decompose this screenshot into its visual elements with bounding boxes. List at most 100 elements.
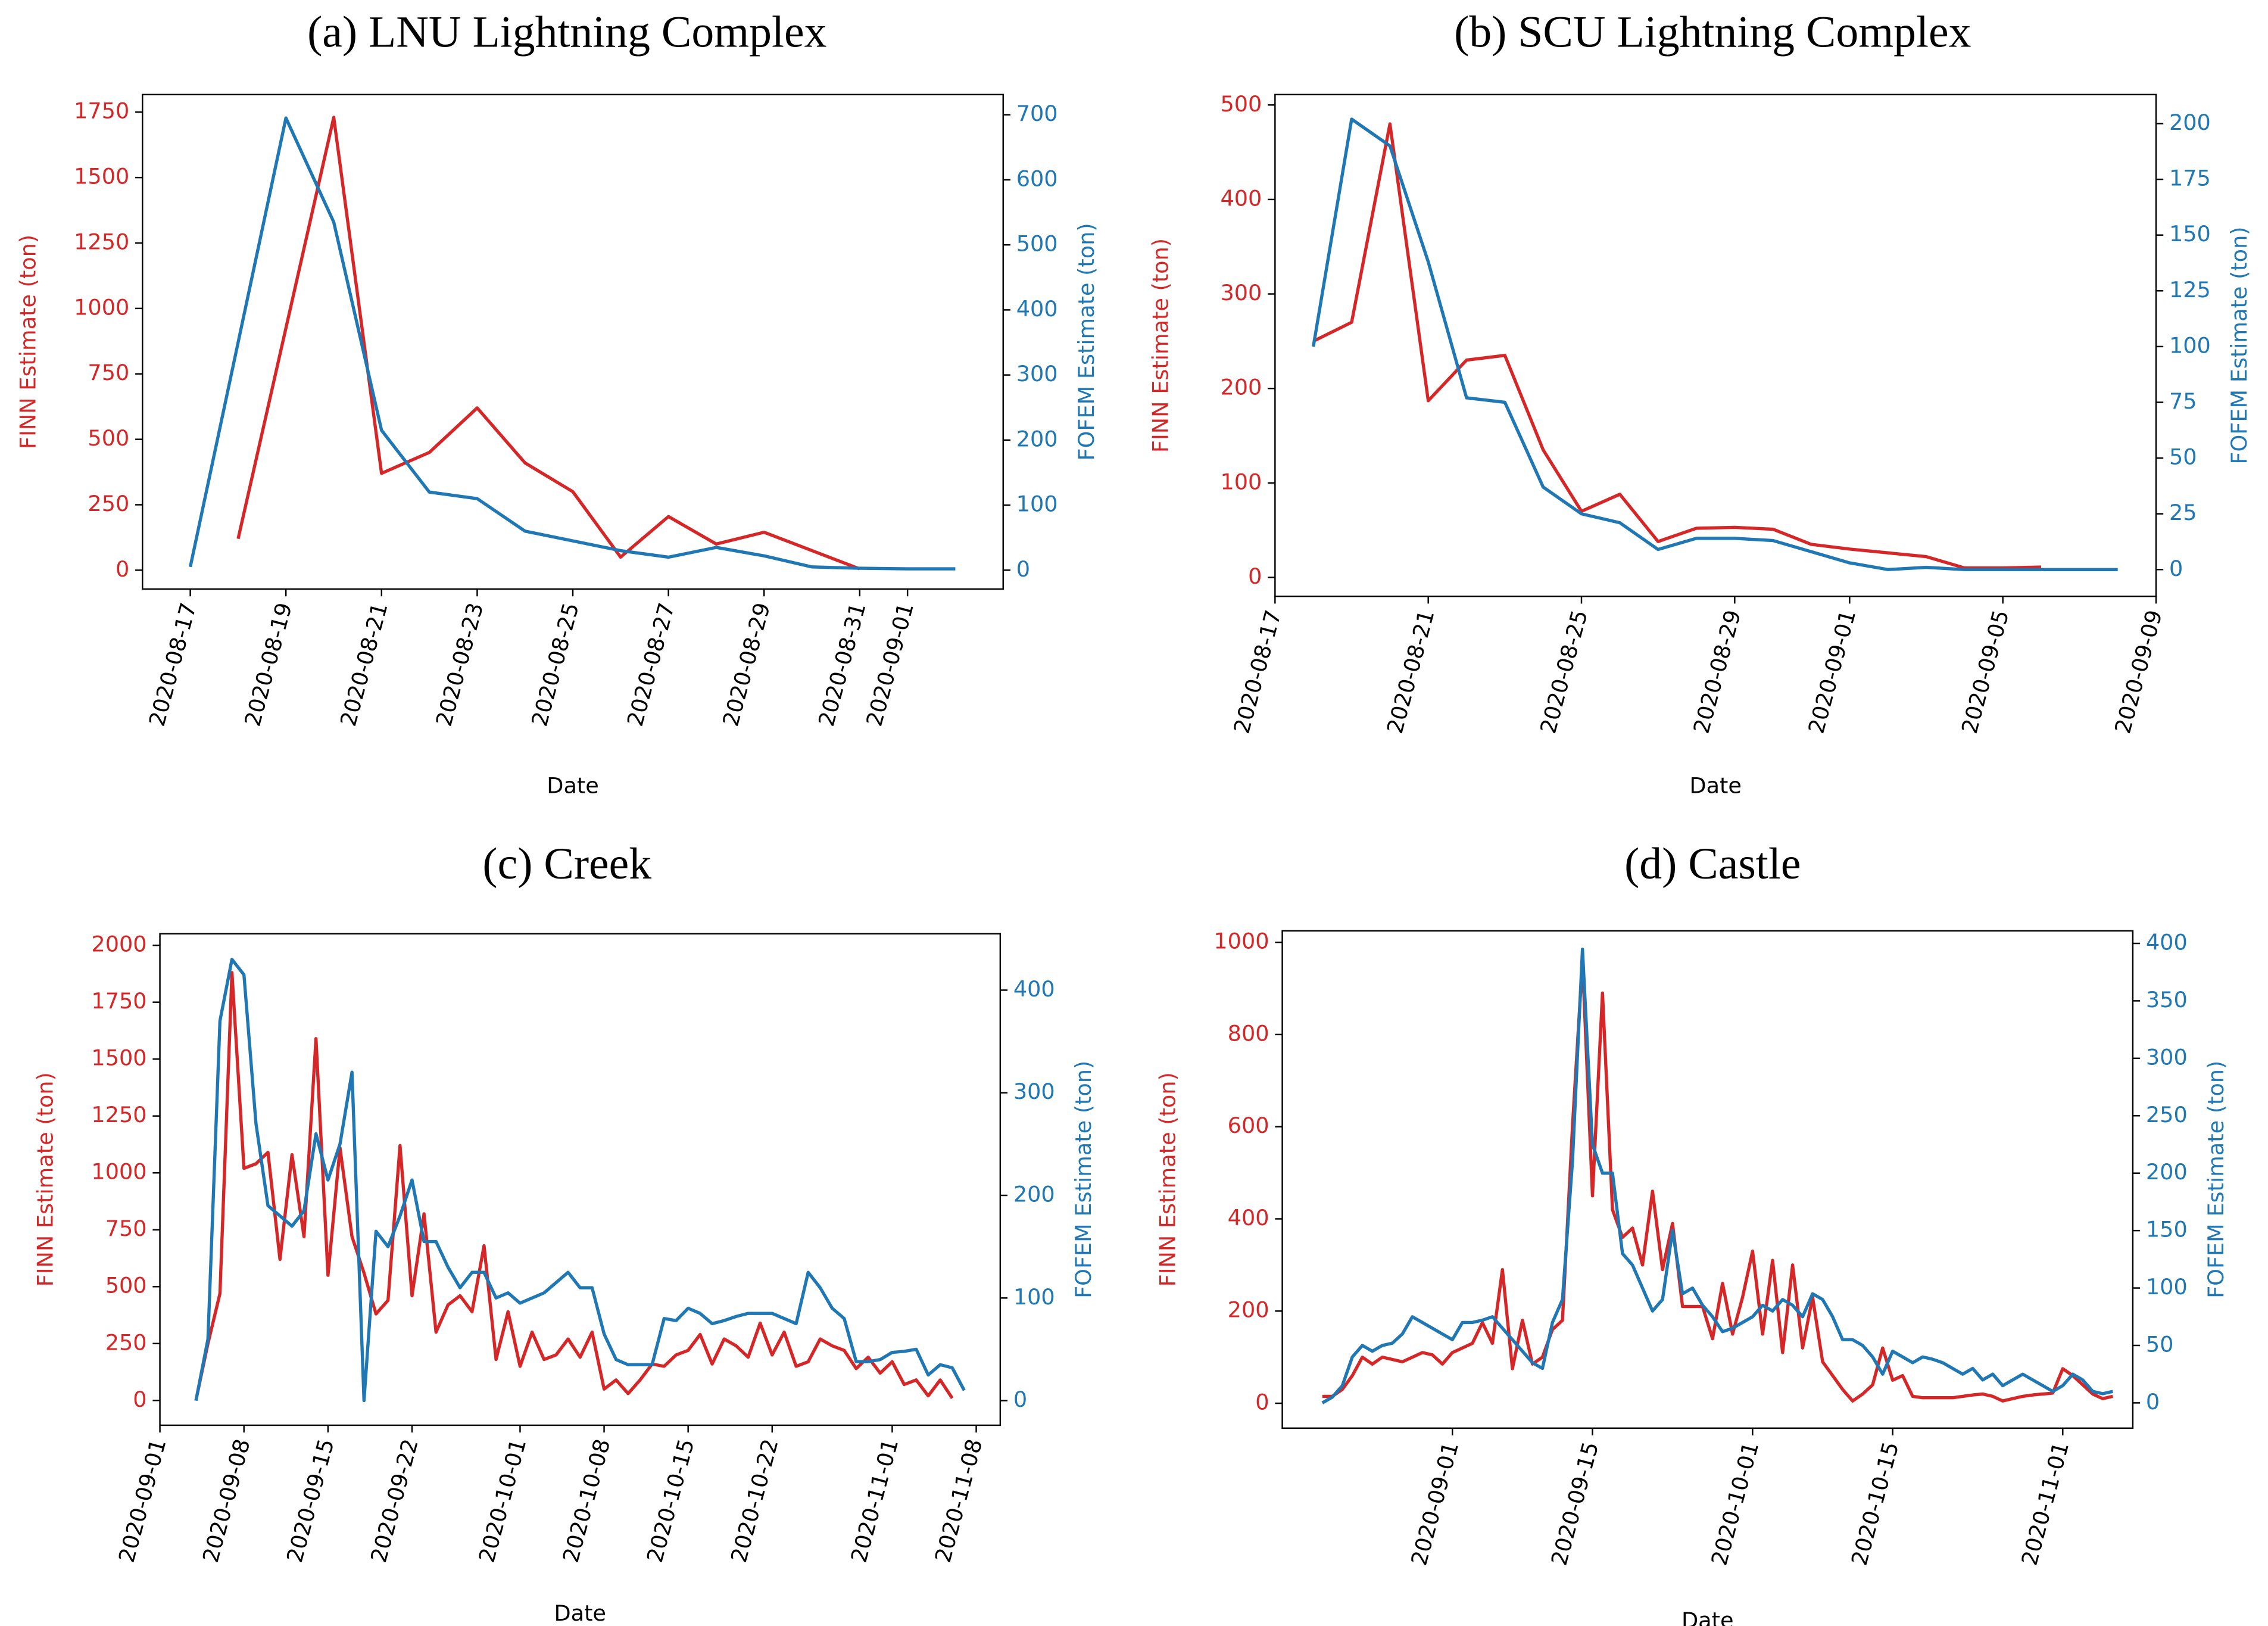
x-tick-label: 2020-08-21 [1382, 608, 1440, 737]
y-tick-label: 500 [88, 425, 129, 451]
y-tick-label: 1250 [91, 1102, 146, 1127]
x-tick-label: 2020-08-23 [431, 600, 489, 729]
x-axis-label: Date [554, 1600, 606, 1626]
y-tick-label: 0 [133, 1387, 146, 1412]
y-tick-label: 400 [1220, 185, 1262, 211]
x-tick-label: 2020-10-22 [726, 1436, 784, 1565]
x-tick-label: 2020-10-08 [558, 1436, 616, 1565]
y2-tick-label: 400 [2146, 929, 2188, 955]
x-tick-label: 2020-08-25 [1535, 608, 1593, 737]
x-tick-label: 2020-10-15 [642, 1436, 700, 1565]
x-tick-label: 2020-11-08 [930, 1436, 988, 1565]
y-axis-label: FINN Estimate (ton) [33, 1072, 58, 1287]
chart-title: (a) LNU Lightning Complex [307, 8, 826, 57]
chart-title: (d) Castle [1624, 839, 1801, 889]
y-tick-label: 0 [1248, 563, 1262, 589]
y2-tick-label: 100 [2169, 332, 2211, 358]
x-tick-label: 2020-11-01 [846, 1436, 904, 1565]
x-tick-label: 2020-09-05 [1957, 608, 2014, 737]
y-tick-label: 1250 [74, 229, 129, 254]
y-tick-label: 250 [88, 491, 129, 516]
plot-frame [142, 94, 1004, 590]
y2-tick-label: 125 [2169, 277, 2211, 303]
y2-axis-label: FOFEM Estimate (ton) [1071, 1061, 1096, 1298]
y-tick-label: 0 [1255, 1390, 1269, 1415]
y-tick-label: 200 [1228, 1297, 1269, 1323]
y-tick-label: 1750 [74, 98, 129, 124]
y2-tick-label: 250 [2146, 1102, 2188, 1127]
plot-frame [1281, 930, 2134, 1429]
series-line [236, 116, 860, 571]
y2-axis-label: FOFEM Estimate (ton) [2203, 1061, 2229, 1298]
x-tick-label: 2020-09-01 [1804, 608, 1861, 737]
y2-tick-label: 100 [1016, 491, 1058, 517]
y-axis-label: FINN Estimate (ton) [1155, 1072, 1181, 1287]
y-tick-label: 250 [105, 1329, 147, 1355]
y2-tick-label: 400 [1016, 296, 1058, 322]
y2-tick-label: 50 [2146, 1331, 2174, 1357]
x-tick-label: 2020-09-09 [2110, 608, 2167, 737]
x-tick-label: 2020-08-17 [144, 600, 202, 729]
x-tick-label: 2020-08-29 [1689, 608, 1746, 737]
y2-tick-label: 200 [2146, 1159, 2188, 1185]
y-tick-label: 300 [1220, 280, 1262, 306]
x-tick-label: 2020-09-01 [114, 1436, 171, 1565]
x-tick-label: 2020-10-01 [474, 1436, 532, 1565]
series-line [1322, 959, 2113, 1403]
y2-tick-label: 200 [1016, 426, 1058, 451]
y2-tick-label: 350 [2146, 987, 2188, 1013]
x-tick-label: 2020-08-29 [717, 600, 775, 729]
y-tick-label: 1500 [91, 1045, 146, 1071]
y-tick-label: 1750 [91, 988, 146, 1014]
x-tick-label: 2020-09-15 [282, 1436, 339, 1565]
y2-tick-label: 100 [1013, 1284, 1055, 1310]
x-tick-label: 2020-08-21 [335, 600, 393, 729]
x-tick-label: 2020-09-08 [198, 1436, 255, 1565]
y-tick-label: 1000 [74, 294, 129, 320]
y2-tick-label: 300 [1016, 361, 1058, 387]
y2-tick-label: 300 [1013, 1079, 1055, 1104]
x-tick-label: 2020-10-15 [1846, 1439, 1904, 1568]
x-tick-label: 2020-08-31 [813, 600, 871, 729]
y-axis-label: FINN Estimate (ton) [1147, 238, 1173, 453]
y-tick-label: 100 [1220, 469, 1262, 494]
series-line [188, 116, 956, 571]
series-line [1312, 122, 2042, 570]
chart-title: (b) SCU Lightning Complex [1454, 8, 1971, 57]
y2-axis-label: FOFEM Estimate (ton) [1074, 223, 1099, 460]
plot-frame [1274, 94, 2157, 597]
x-axis-label: Date [547, 773, 599, 799]
y-tick-label: 2000 [91, 932, 146, 957]
y-tick-label: 1000 [1213, 929, 1269, 954]
y2-tick-label: 200 [2169, 110, 2211, 135]
y2-tick-label: 0 [2169, 556, 2183, 581]
y2-tick-label: 0 [1013, 1387, 1027, 1412]
y-tick-label: 0 [116, 556, 129, 582]
x-tick-label: 2020-08-27 [622, 600, 680, 729]
y-axis-label: FINN Estimate (ton) [15, 235, 40, 449]
plot-frame [159, 933, 1002, 1426]
x-tick-label: 2020-08-25 [526, 600, 584, 729]
y-tick-label: 200 [1220, 375, 1262, 400]
y-tick-label: 750 [105, 1216, 147, 1241]
x-tick-label: 2020-09-15 [1546, 1439, 1604, 1568]
y2-tick-label: 600 [1016, 166, 1058, 191]
y-tick-label: 500 [1220, 91, 1262, 117]
y-tick-label: 750 [88, 360, 129, 385]
y2-tick-label: 0 [1016, 556, 1030, 582]
x-axis-label: Date [1681, 1608, 1734, 1626]
y2-tick-label: 400 [1013, 976, 1055, 1002]
y2-axis-label: FOFEM Estimate (ton) [2226, 226, 2252, 464]
y-tick-label: 1500 [74, 164, 129, 189]
x-tick-label: 2020-09-22 [366, 1436, 423, 1565]
series-line [1312, 117, 2118, 571]
y-tick-label: 500 [105, 1273, 147, 1298]
x-tick-label: 2020-08-19 [239, 600, 297, 729]
x-tick-label: 2020-08-17 [1229, 608, 1287, 737]
y2-tick-label: 700 [1016, 101, 1058, 126]
y2-tick-label: 0 [2146, 1389, 2160, 1415]
x-tick-label: 2020-11-01 [2017, 1439, 2074, 1568]
series-line [1321, 947, 2113, 1404]
y2-tick-label: 150 [2169, 221, 2211, 247]
